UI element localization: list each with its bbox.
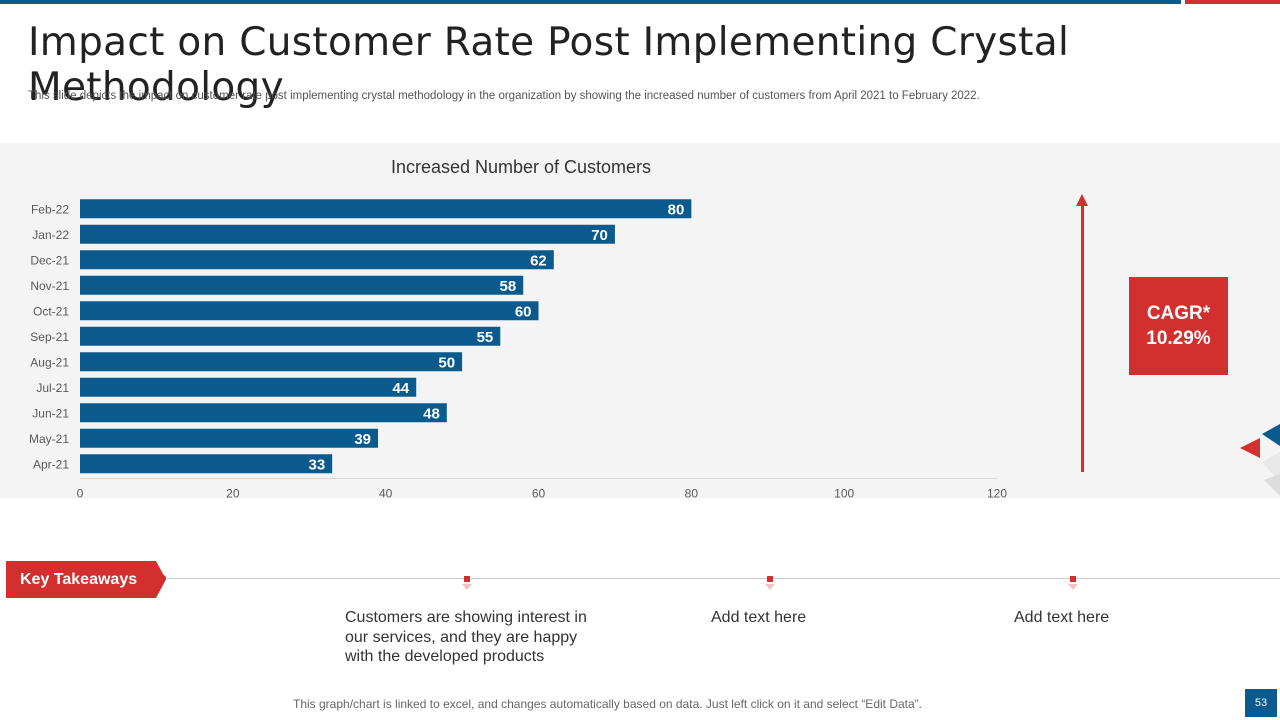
bar <box>80 428 379 448</box>
bar-value-label: 33 <box>308 456 325 473</box>
bar-value-label: 70 <box>591 227 608 244</box>
timeline-marker <box>462 576 472 594</box>
bar-value-label: 39 <box>354 431 371 448</box>
decorative-triangles <box>1240 424 1280 496</box>
bar-value-label: 58 <box>500 278 517 295</box>
key-takeaways-label: Key Takeaways <box>20 570 138 588</box>
y-tick-label: Jun-21 <box>32 406 69 420</box>
y-tick-label: May-21 <box>29 432 69 446</box>
bar <box>80 224 615 244</box>
chart-title: Increased Number of Customers <box>391 157 651 177</box>
cagr-value: 10.29% <box>1146 328 1211 349</box>
timeline-marker <box>765 576 775 594</box>
bar-value-label: 55 <box>477 329 494 346</box>
y-tick-label: Nov-21 <box>30 279 69 293</box>
takeaways-timeline <box>163 578 1280 579</box>
bar-value-label: 48 <box>423 405 440 422</box>
customers-bar-chart: Increased Number of Customers 80 Feb-22 70 J… <box>29 157 1007 499</box>
y-tick-label: Oct-21 <box>33 304 69 318</box>
takeaway-text-2: Add text here <box>711 609 807 626</box>
cagr-box: CAGR* 10.29% <box>1129 277 1228 375</box>
x-tick-label: 0 <box>77 487 84 499</box>
bar-value-label: 50 <box>438 354 455 371</box>
bar-value-label: 44 <box>393 380 410 397</box>
top-accent-bar-red <box>1185 0 1280 4</box>
key-takeaways-tag: Key Takeaways <box>6 561 166 598</box>
bar <box>80 199 692 219</box>
x-tick-label: 20 <box>226 487 240 499</box>
x-tick-label: 100 <box>834 487 854 499</box>
bar <box>80 403 447 423</box>
bar <box>80 377 417 397</box>
bar-value-label: 60 <box>515 303 532 320</box>
timeline-marker <box>1068 576 1078 594</box>
bar-value-label: 62 <box>530 252 547 269</box>
y-tick-label: Jul-21 <box>36 381 69 395</box>
top-accent-bar-blue <box>0 0 1181 4</box>
page-number-text: 53 <box>1254 697 1268 709</box>
bar <box>80 454 333 474</box>
page-number: 53 <box>1245 689 1277 717</box>
x-tick-label: 40 <box>379 487 393 499</box>
cagr-label: CAGR* <box>1146 303 1211 324</box>
bar <box>80 326 501 346</box>
y-tick-label: Aug-21 <box>30 355 69 369</box>
takeaway-text-3: Add text here <box>1014 609 1110 626</box>
bar <box>80 301 539 321</box>
growth-arrow <box>1081 204 1084 472</box>
takeaway-text-1: Customers are showing interest in our se… <box>345 609 587 665</box>
chart-footnote: This graph/chart is linked to excel, and… <box>293 697 922 711</box>
bar <box>80 275 524 295</box>
slide-subtitle: This slide depicts the impact on custome… <box>28 90 980 102</box>
y-tick-label: Jan-22 <box>32 228 69 242</box>
y-tick-label: Dec-21 <box>30 253 69 267</box>
bar <box>80 352 463 372</box>
x-tick-label: 60 <box>532 487 546 499</box>
growth-arrow-head <box>1076 194 1088 206</box>
x-tick-label: 120 <box>987 487 1007 499</box>
y-tick-label: Sep-21 <box>30 330 69 344</box>
slide-title: Impact on Customer Rate Post Implementin… <box>28 20 1070 110</box>
y-tick-label: Apr-21 <box>33 457 69 471</box>
bar <box>80 250 554 270</box>
bar-value-label: 80 <box>668 201 685 218</box>
x-tick-label: 80 <box>685 487 699 499</box>
y-tick-label: Feb-22 <box>31 202 69 216</box>
